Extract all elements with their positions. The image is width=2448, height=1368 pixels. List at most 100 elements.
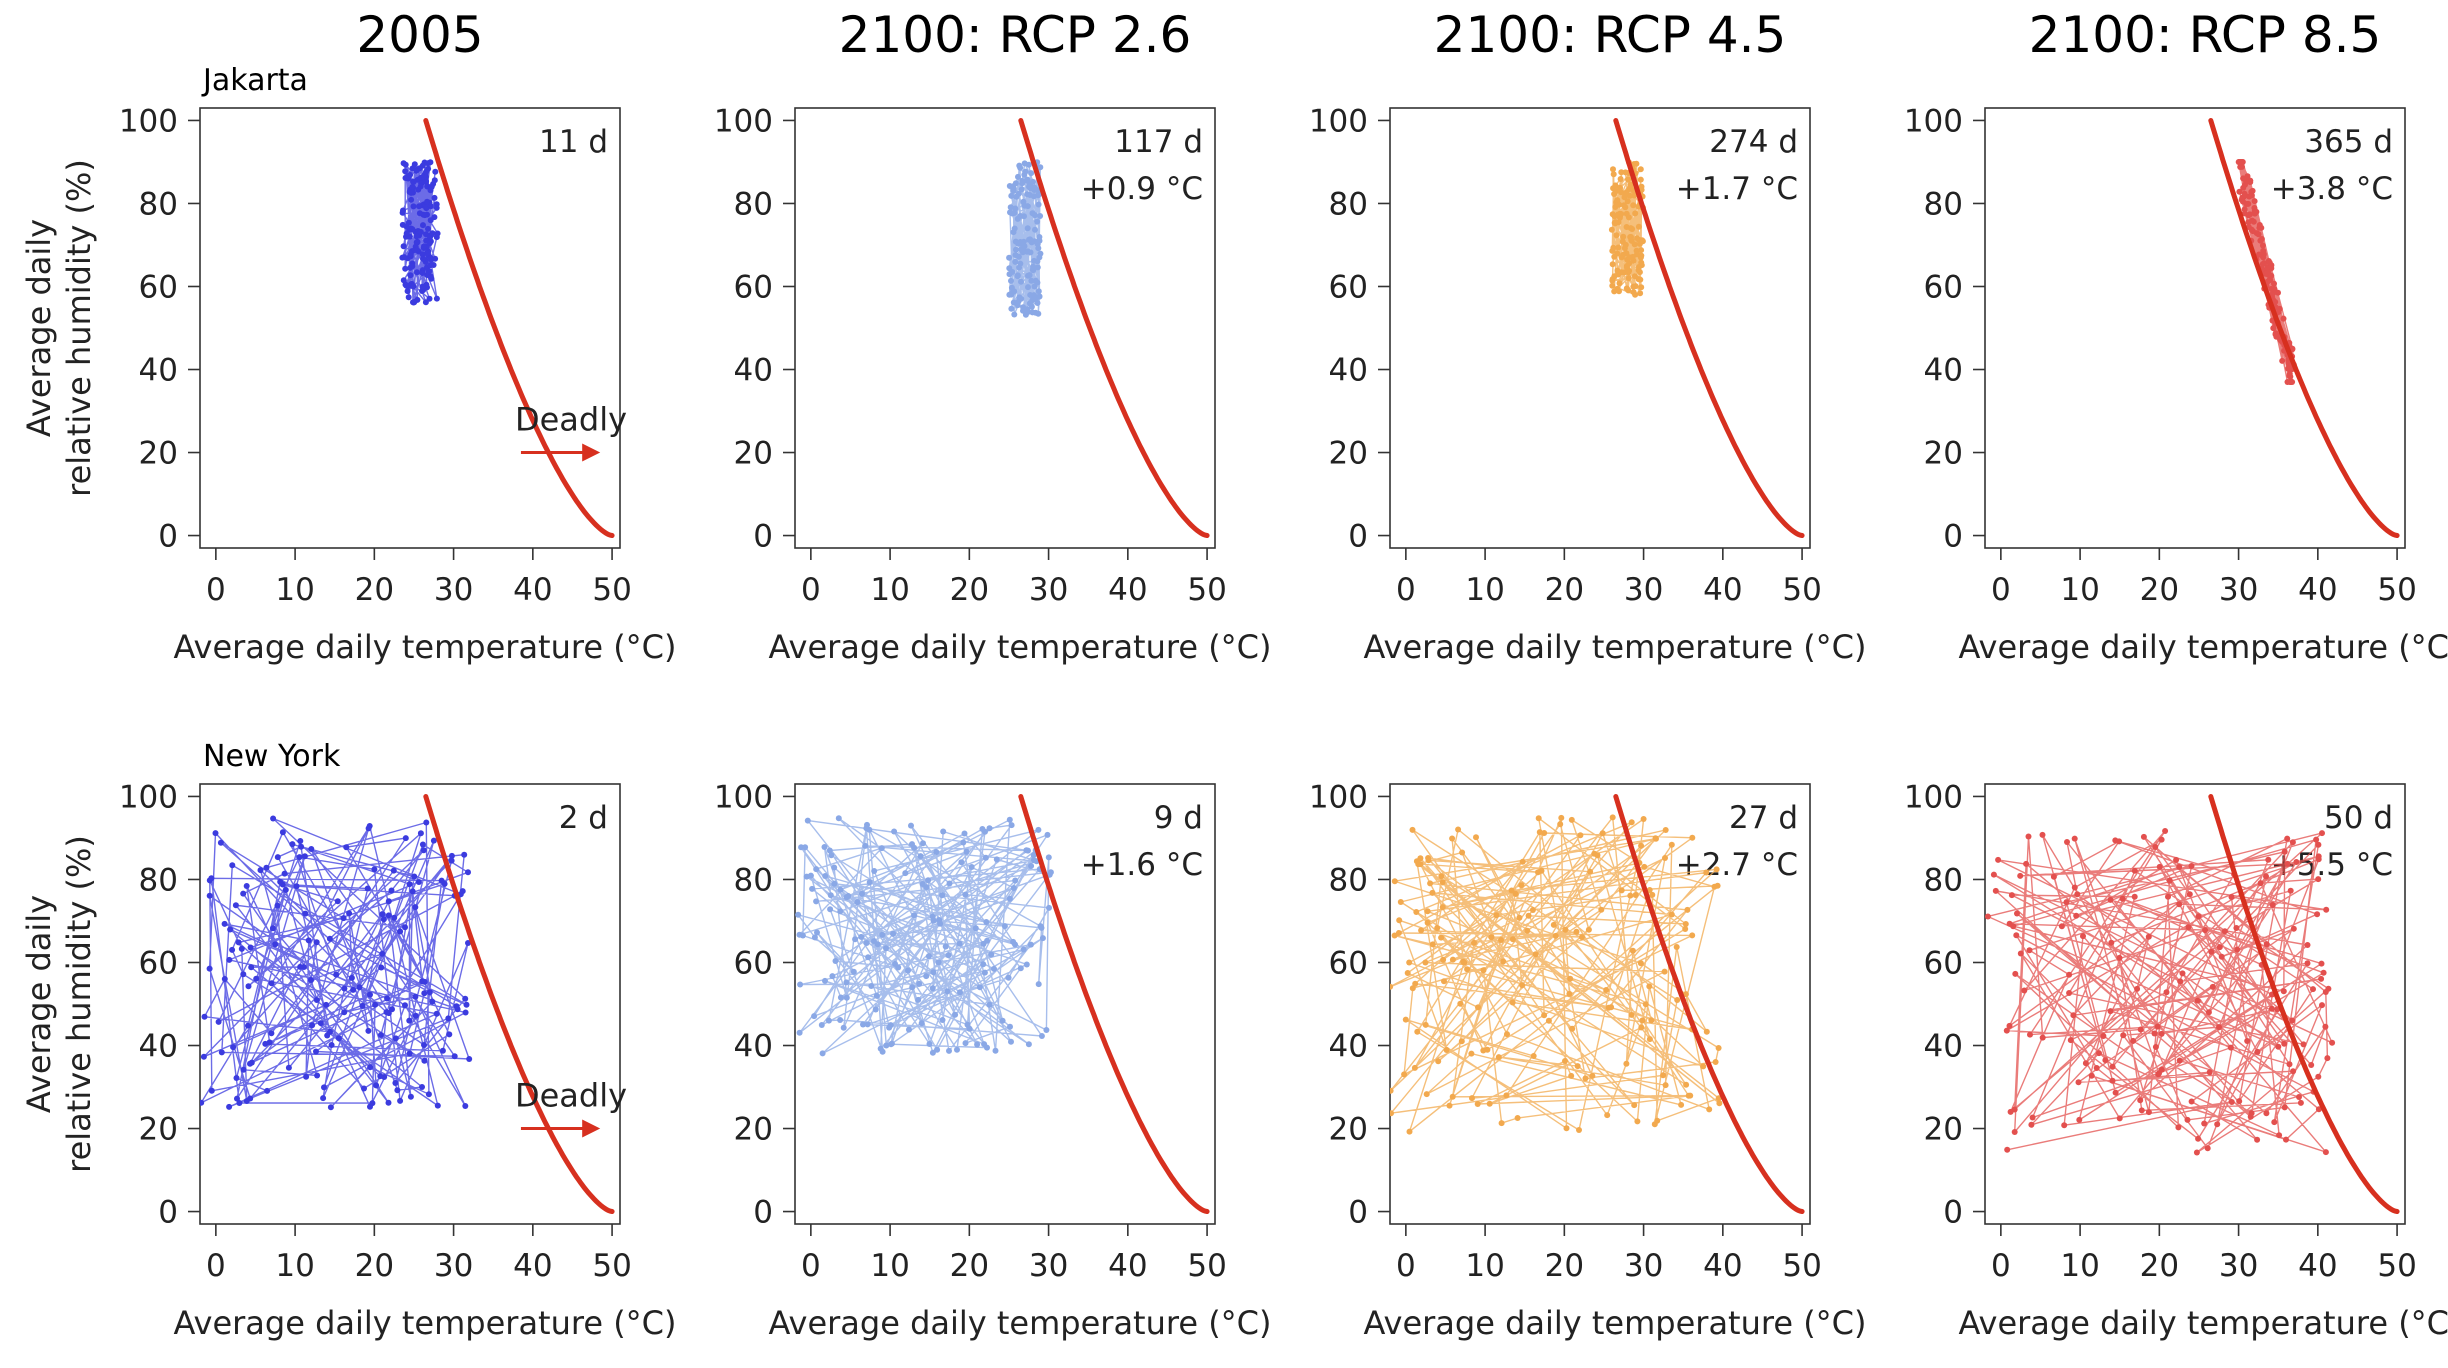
data-point (1434, 925, 1441, 931)
data-point (1604, 1112, 1611, 1119)
data-point (2308, 1062, 2315, 1068)
data-point (1630, 257, 1637, 264)
data-point (1015, 190, 1022, 197)
data-point (229, 862, 236, 869)
data-point (1028, 863, 1035, 869)
data-point (1020, 946, 1027, 953)
data-point (1608, 1004, 1615, 1011)
data-point (384, 995, 391, 1002)
data-point (2240, 198, 2246, 205)
data-point (206, 965, 213, 972)
data-point (1568, 1072, 1575, 1079)
series-line (200, 817, 471, 1109)
data-point (1623, 264, 1630, 271)
data-point (1716, 1100, 1723, 1107)
data-point (420, 222, 426, 229)
data-point (962, 891, 969, 898)
data-point (245, 1022, 251, 1029)
data-point (407, 251, 414, 258)
data-point (380, 916, 387, 923)
data-point (403, 230, 410, 237)
data-point (1015, 173, 1021, 180)
data-point (1576, 1127, 1582, 1133)
data-point (392, 1080, 399, 1086)
data-point (429, 998, 436, 1005)
x-tick-label: 40 (513, 1248, 552, 1284)
data-point (1637, 176, 1644, 183)
x-tick-label: 20 (950, 1248, 989, 1284)
data-point (2276, 1132, 2283, 1139)
data-point (1020, 238, 1027, 245)
y-tick-label: 80 (1924, 862, 1963, 898)
data-point (1661, 968, 1668, 975)
data-point (409, 263, 416, 270)
data-point (1035, 288, 1042, 295)
data-point (1646, 983, 1653, 990)
data-point (1413, 909, 1420, 915)
data-point (966, 1025, 973, 1032)
data-point (1689, 834, 1696, 841)
data-point (2259, 242, 2266, 249)
data-point (1573, 928, 1580, 935)
data-point (2156, 863, 2163, 870)
data-point (1423, 1091, 1430, 1098)
y-tick-label: 40 (1329, 1029, 1368, 1065)
data-point (1599, 830, 1606, 837)
data-point (925, 953, 932, 960)
data-point (1567, 975, 1574, 982)
days-count: 27 d (1729, 800, 1798, 836)
data-point (377, 1073, 384, 1080)
data-point (1028, 277, 1035, 284)
data-point (1678, 1101, 1685, 1108)
data-point (415, 879, 422, 885)
y-tick-label: 100 (1904, 103, 1963, 139)
data-point (2266, 259, 2273, 266)
deadly-threshold-curve (1613, 118, 1805, 538)
data-point (1441, 978, 1447, 985)
data-point (406, 1017, 413, 1024)
data-point (432, 168, 439, 175)
data-point (2271, 1119, 2278, 1126)
data-point (942, 943, 949, 950)
y-tick-label: 40 (734, 1029, 773, 1065)
data-point (1541, 1012, 1548, 1019)
data-point (1612, 188, 1619, 194)
data-point (433, 295, 440, 302)
data-point (407, 272, 414, 279)
data-point (341, 1009, 348, 1016)
data-point (946, 1047, 952, 1054)
x-tick-label: 0 (801, 1248, 821, 1284)
y-tick-label: 20 (139, 436, 178, 472)
data-point (1682, 921, 1689, 927)
panel-0-3: 0 10 20 30 40 50 0 20 40 60 80 100 Average daily tem… (1904, 103, 2448, 666)
data-point (426, 295, 433, 302)
data-point (916, 980, 923, 987)
plot-frame (199, 107, 621, 549)
data-point (879, 931, 886, 938)
data-point (268, 1030, 275, 1037)
data-point (1634, 1118, 1641, 1125)
data-point (281, 870, 288, 877)
data-point (1498, 1120, 1505, 1127)
y-tick-label: 100 (714, 779, 773, 815)
data-point (2216, 944, 2223, 951)
data-point (221, 920, 228, 927)
data-point (417, 830, 424, 837)
data-point (2227, 1044, 2234, 1051)
data-point (1411, 1064, 1418, 1071)
data-point (1518, 882, 1525, 889)
data-point (1541, 830, 1548, 836)
data-point (1480, 967, 1487, 974)
data-point (2263, 873, 2269, 880)
data-point (365, 1027, 372, 1034)
data-point (2263, 941, 2270, 948)
data-point (831, 864, 838, 871)
data-point (818, 1022, 825, 1028)
data-point (1006, 254, 1013, 261)
y-tick-label: 0 (1348, 519, 1368, 555)
data-point (837, 994, 844, 1001)
deadly-threshold-curve (1018, 794, 1210, 1214)
data-point (1005, 974, 1012, 981)
days-count: 274 d (1709, 124, 1798, 160)
data-point (1019, 177, 1026, 184)
